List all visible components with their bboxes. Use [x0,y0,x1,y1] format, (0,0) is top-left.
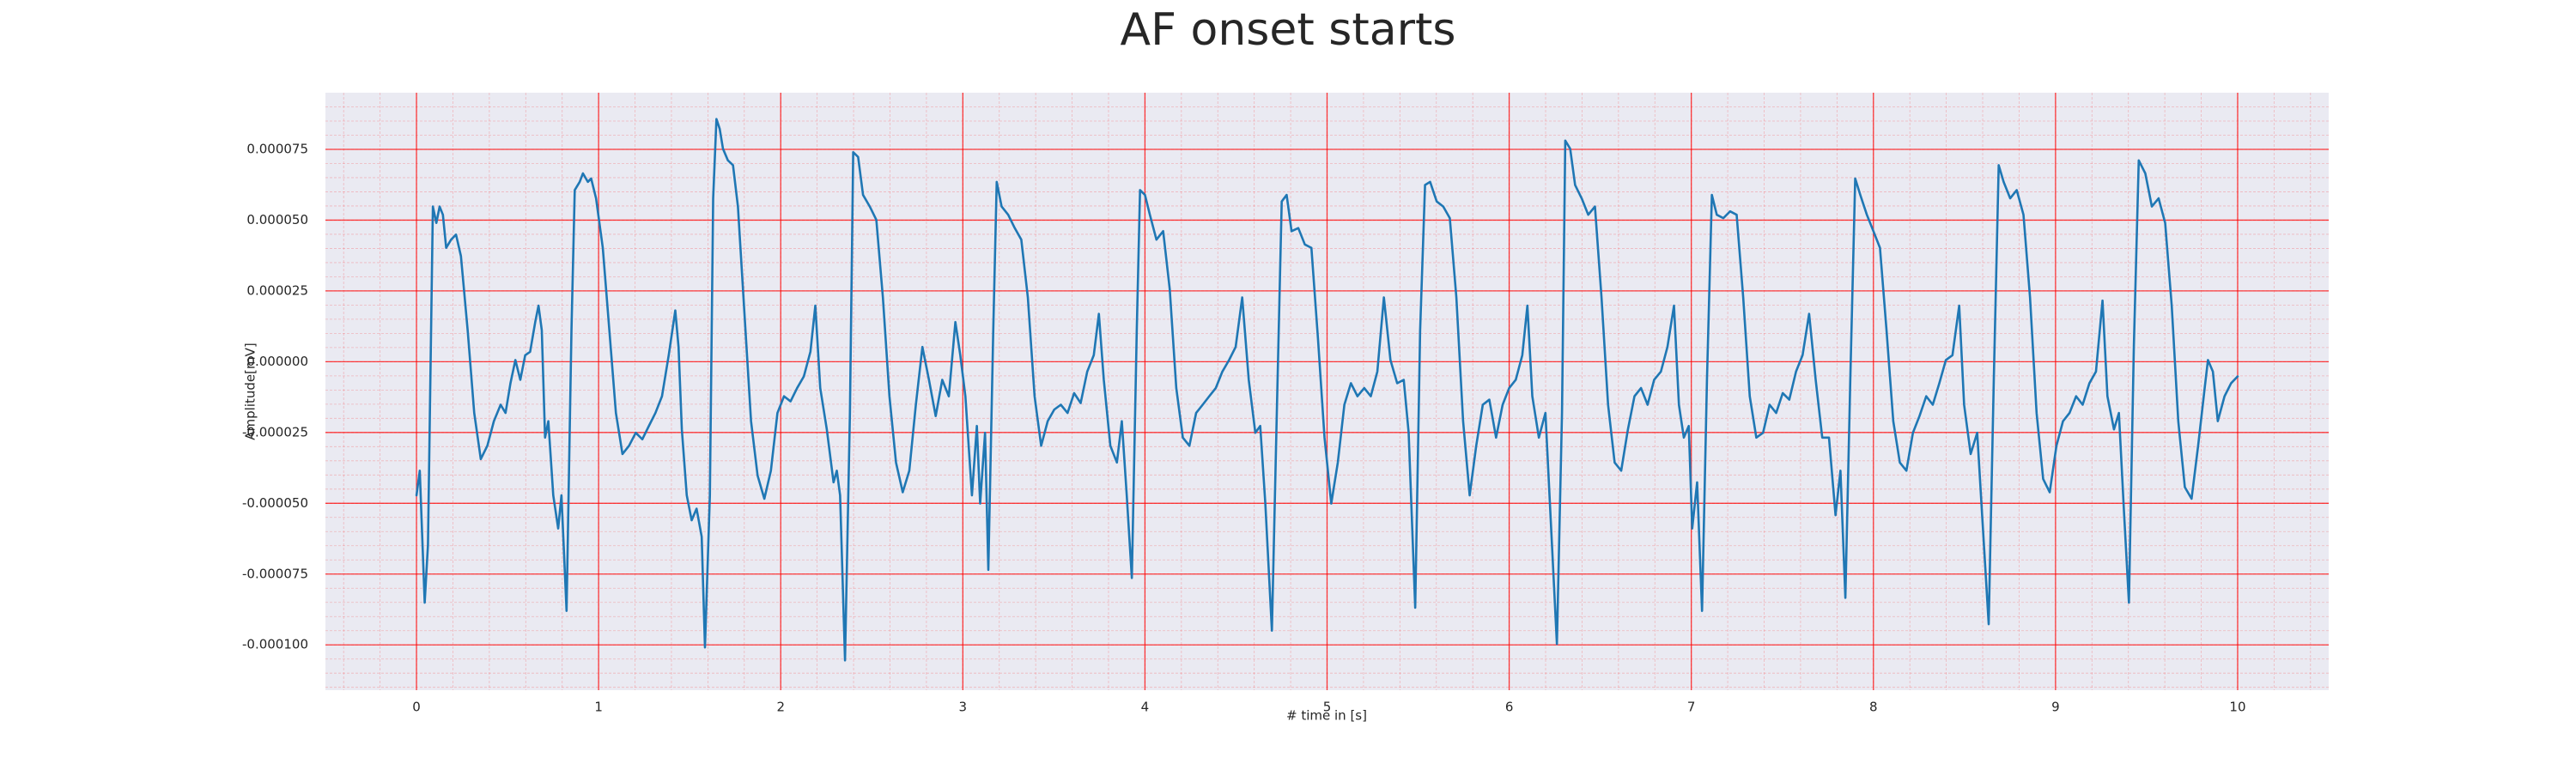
plot-marks [415,118,2239,662]
y-tick-label: -0.000025 [242,424,308,440]
y-tick-label: 0.000025 [246,282,308,298]
signal-line [415,118,2239,662]
y-tick-label: 0.000075 [246,141,308,156]
tick-labels: 0 1 2 3 4 5 6 7 8 9 10 -0.000100 -0.000075 -0.000050 -… [242,141,2246,714]
y-tick-label: 0.000000 [246,354,308,369]
y-tick-label: -0.000100 [242,637,308,652]
chart-title: AF onset starts [1121,4,1456,56]
x-tick-label: 9 [2051,700,2060,715]
y-tick-label: -0.000050 [242,495,308,511]
x-tick-label: 10 [2229,700,2245,715]
x-axis-label: # time in [s] [1286,708,1367,724]
x-tick-label: 5 [1323,700,1332,715]
x-tick-label: 1 [594,700,603,715]
y-tick-label: 0.000050 [246,212,308,227]
x-tick-label: 2 [776,700,785,715]
x-tick-label: 7 [1687,700,1696,715]
y-axis-label: Amplitude[mV] [243,343,258,440]
x-tick-label: 4 [1141,700,1150,715]
x-tick-label: 0 [412,700,421,715]
x-tick-label: 6 [1505,700,1514,715]
y-tick-label: -0.000075 [242,566,308,581]
x-tick-label: 3 [959,700,968,715]
x-tick-label: 8 [1869,700,1878,715]
